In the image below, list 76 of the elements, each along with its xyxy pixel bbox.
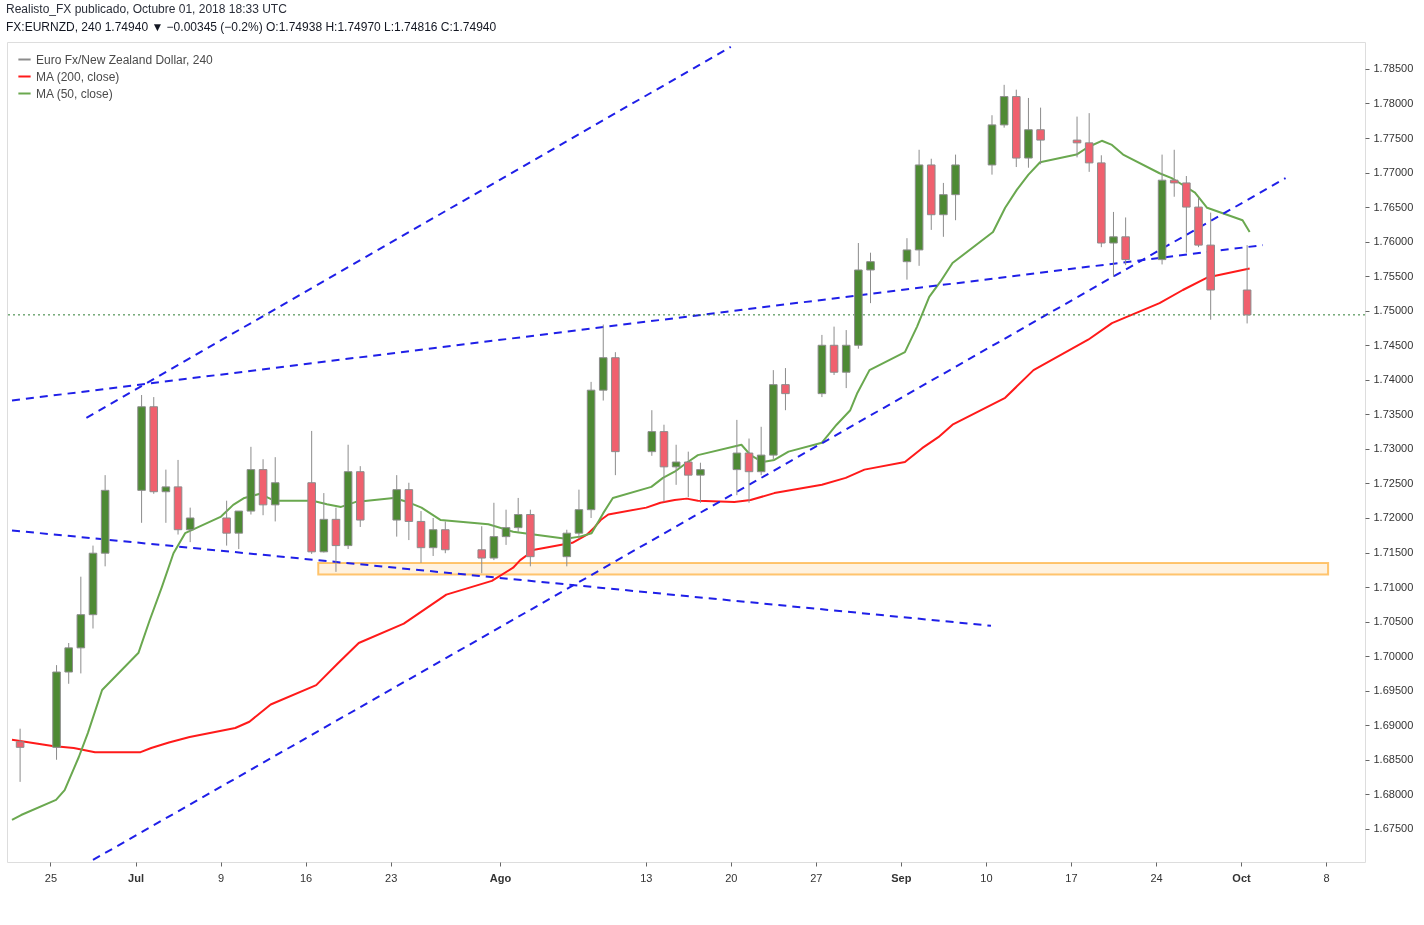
chart-title: Realisto_FX publicado, Octubre 01, 2018 18:33 UTC <box>6 2 288 16</box>
candlestick <box>513 497 523 533</box>
x-tick-label: Ago <box>489 871 512 884</box>
y-tick-label: 1.72000 <box>1373 511 1414 524</box>
x-tick-label: 10 <box>980 871 993 884</box>
x-tick-label: 20 <box>725 871 738 884</box>
y-tick-label: 1.77000 <box>1373 166 1414 179</box>
candlestick <box>1169 149 1179 198</box>
candlestick <box>1121 216 1130 266</box>
legend-label: Euro Fx/New Zealand Dollar, 240 <box>36 52 214 67</box>
x-tick-label: 16 <box>299 871 313 884</box>
candlestick <box>15 728 25 783</box>
y-tick-label: 1.75500 <box>1373 269 1414 282</box>
candlestick <box>477 525 487 574</box>
y-tick-label: 1.71500 <box>1373 546 1414 559</box>
y-tick-label: 1.73500 <box>1373 407 1414 420</box>
candlestick <box>185 507 195 543</box>
y-tick-label: 1.76500 <box>1373 200 1414 213</box>
y-tick-label: 1.72500 <box>1373 476 1414 489</box>
x-tick-label: 17 <box>1065 871 1078 884</box>
x-tick-label: 13 <box>640 871 653 884</box>
y-tick-label: 1.70000 <box>1373 649 1414 662</box>
candlestick <box>866 252 875 304</box>
x-tick-label: 23 <box>385 871 398 884</box>
line-series <box>11 267 1251 754</box>
candlestick <box>671 444 681 486</box>
y-tick-label: 1.68500 <box>1373 753 1414 766</box>
x-tick-label: Jul <box>128 871 144 884</box>
y-tick-label: 1.74500 <box>1373 338 1414 351</box>
candlestick <box>501 509 511 546</box>
y-tick-label: 1.78500 <box>1373 62 1414 75</box>
candlestick <box>732 419 742 496</box>
line-series <box>11 139 1251 821</box>
x-tick-label: 27 <box>810 871 823 884</box>
candlestick <box>270 456 280 522</box>
candlestick <box>647 409 657 457</box>
candlestick <box>428 517 438 557</box>
y-tick-label: 1.76000 <box>1373 235 1414 248</box>
candlestick <box>683 451 693 498</box>
candlestick <box>574 489 584 540</box>
x-tick-label: Sep <box>891 871 912 884</box>
chart-subtitle: FX:EURNZD, 240 1.74940 ▼ −0.00345 (−0.2%) O:1.74938 H:1.74970 L:1.74816 C:1.74940 <box>6 20 497 34</box>
x-tick-label: 25 <box>44 871 58 884</box>
y-tick-label: 1.67500 <box>1373 822 1414 835</box>
x-tick-label: Oct <box>1232 871 1252 884</box>
y-tick-label: 1.75000 <box>1373 304 1414 317</box>
x-tick-label: 9 <box>217 871 225 884</box>
y-tick-label: 1.68000 <box>1373 787 1414 800</box>
candlestick <box>1072 116 1082 158</box>
y-tick-label: 1.77500 <box>1373 131 1414 144</box>
legend-label: MA (50, close) <box>36 86 113 101</box>
y-tick-label: 1.78000 <box>1373 96 1414 109</box>
candlestick <box>1036 107 1045 165</box>
candlestick <box>939 182 948 238</box>
candlestick <box>441 520 450 554</box>
candlestick <box>1109 211 1118 278</box>
y-tick-label: 1.69000 <box>1373 718 1414 731</box>
y-tick-label: 1.69500 <box>1373 684 1414 697</box>
candlestick <box>222 500 231 547</box>
y-tick-label: 1.73000 <box>1373 442 1414 455</box>
candlestick <box>696 462 705 504</box>
candlestick <box>902 237 912 281</box>
candlestick <box>781 367 790 411</box>
candlestick <box>1084 112 1094 173</box>
y-tick-label: 1.74000 <box>1373 373 1414 386</box>
x-tick-label: 8 <box>1323 871 1330 884</box>
candlestick <box>489 502 499 561</box>
candlestick <box>562 529 572 567</box>
candlestick <box>756 426 766 476</box>
y-tick-label: 1.70500 <box>1373 615 1414 628</box>
candlestick <box>744 438 754 504</box>
y-tick-label: 1.71000 <box>1373 580 1414 593</box>
candlestick <box>161 469 171 524</box>
x-tick-label: 24 <box>1150 871 1163 884</box>
candlestick <box>234 510 244 550</box>
legend-label: MA (200, close) <box>36 69 120 84</box>
